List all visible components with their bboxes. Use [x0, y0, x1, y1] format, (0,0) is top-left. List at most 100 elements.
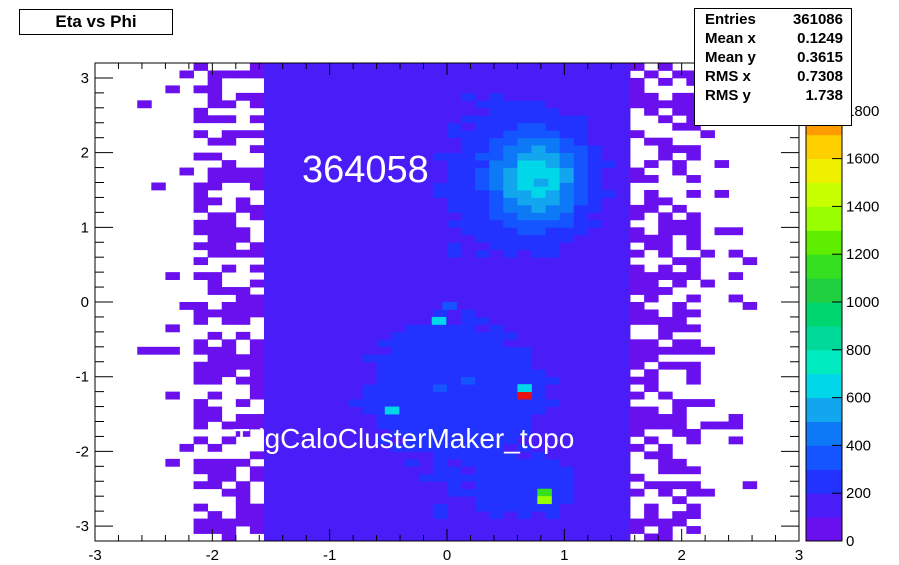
heatmap-cell [615, 466, 631, 475]
heatmap-cell [418, 443, 434, 452]
heatmap-cell [545, 369, 561, 378]
heatmap-cell [193, 257, 209, 266]
heatmap-cell [390, 279, 406, 288]
heatmap-cell [644, 107, 659, 116]
heatmap-cell [587, 503, 603, 512]
heatmap-cell [320, 234, 335, 243]
heatmap-cell [348, 346, 363, 355]
heatmap-cell [461, 70, 476, 79]
heatmap-cell [207, 167, 223, 176]
heatmap-cell [263, 466, 279, 475]
heatmap-cell [263, 287, 279, 295]
heatmap-cell [404, 309, 420, 318]
heatmap-cell [249, 339, 265, 348]
heatmap-cell [601, 70, 617, 79]
heatmap-cell [531, 399, 546, 407]
heatmap-cell [292, 458, 307, 467]
heatmap-cell [531, 167, 546, 176]
heatmap-cell [278, 399, 293, 407]
heatmap-cell [686, 503, 701, 512]
heatmap-cell [432, 518, 448, 527]
heatmap-cell [221, 115, 237, 124]
heatmap-cell [334, 249, 349, 258]
heatmap-cell [334, 481, 349, 490]
heatmap-cell [418, 212, 434, 221]
heatmap-cell [390, 152, 406, 161]
heatmap-cell [376, 361, 392, 370]
heatmap-cell [306, 272, 321, 280]
heatmap-cell [249, 369, 265, 378]
heatmap-cell [475, 175, 490, 183]
heatmap-cell [475, 257, 490, 266]
heatmap-cell [235, 92, 251, 101]
heatmap-cell [292, 92, 307, 101]
heatmap-cell [545, 376, 561, 385]
y-tick-label: -1 [76, 369, 89, 386]
heatmap-cell [447, 219, 462, 228]
heatmap-cell [306, 324, 321, 333]
heatmap-cell [348, 189, 363, 198]
heatmap-cell [306, 518, 321, 527]
heatmap-cell [320, 428, 335, 437]
heatmap-cell [334, 391, 349, 400]
heatmap-cell [193, 130, 209, 139]
heatmap-cell [503, 122, 518, 131]
heatmap-cell [362, 249, 377, 258]
heatmap-cell [461, 406, 476, 415]
heatmap-cell [362, 287, 377, 295]
heatmap-cell [320, 137, 335, 146]
heatmap-cell [601, 249, 617, 258]
heatmap-cell [461, 473, 476, 482]
heatmap-cell [207, 279, 223, 288]
heatmap-cell [517, 361, 532, 370]
heatmap-cell [658, 421, 673, 430]
heatmap-cell [447, 85, 462, 94]
heatmap-cell [376, 421, 392, 430]
heatmap-cell [404, 503, 420, 512]
heatmap-cell [630, 264, 645, 273]
heatmap-cell [489, 160, 504, 168]
heatmap-cell [306, 511, 321, 519]
heatmap-cell [348, 279, 363, 288]
heatmap-cell [587, 115, 603, 124]
heatmap-cell [503, 421, 518, 430]
heatmap-cell [263, 361, 279, 370]
heatmap-cell [517, 189, 532, 198]
heatmap-cell [461, 100, 476, 109]
heatmap-cell [362, 458, 377, 467]
heatmap-cell [503, 197, 518, 206]
heatmap-cell [362, 175, 377, 183]
heatmap-cell [306, 122, 321, 131]
heatmap-cell [489, 481, 504, 490]
heatmap-cell [601, 77, 617, 86]
heatmap-cell [263, 414, 279, 422]
heatmap-cell [559, 279, 575, 288]
heatmap-cell [292, 346, 307, 355]
heatmap-cell [644, 414, 659, 422]
heatmap-cell [207, 369, 223, 378]
heatmap-cell [334, 189, 349, 198]
heatmap-cell [334, 160, 349, 168]
heatmap-cell [573, 219, 589, 228]
heatmap-cell [489, 137, 504, 146]
heatmap-cell [334, 421, 349, 430]
heatmap-cell [489, 85, 504, 94]
heatmap-cell [630, 279, 645, 288]
heatmap-cell [644, 234, 659, 243]
heatmap-cell [573, 85, 589, 94]
heatmap-cell [517, 107, 532, 116]
heatmap-cell [573, 257, 589, 266]
heatmap-cell [334, 488, 349, 497]
heatmap-cell [503, 503, 518, 512]
heatmap-cell [461, 175, 476, 183]
heatmap-cell [165, 85, 180, 94]
heatmap-cell [545, 279, 561, 288]
heatmap-cell [263, 406, 279, 415]
heatmap-cell [432, 167, 448, 176]
heatmap-cell [728, 414, 744, 422]
heatmap-cell [615, 309, 631, 318]
heatmap-cell [235, 376, 251, 385]
heatmap-cell [432, 414, 448, 422]
heatmap-cell [447, 488, 462, 497]
heatmap-cell [587, 219, 603, 228]
